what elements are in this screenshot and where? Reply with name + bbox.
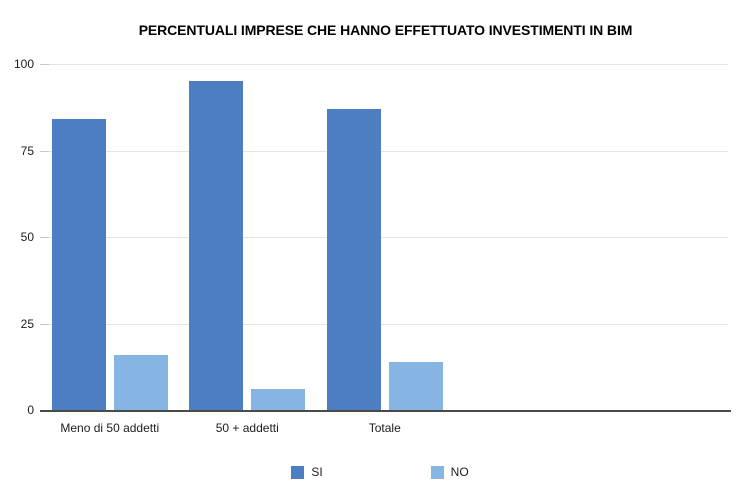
y-axis-tick: [40, 323, 49, 325]
bar-no-50-addetti: [251, 389, 306, 410]
y-tick-label: 100: [13, 57, 34, 71]
bar-si-meno-di-50-addetti: [51, 119, 106, 410]
legend: SI NO: [10, 462, 740, 482]
legend-item-no: NO: [430, 464, 469, 479]
x-category-label-meno-di-50-addetti: Meno di 50 addetti: [60, 421, 160, 435]
y-tick-label: 25: [20, 316, 34, 331]
plot-area: 0 25 50 75 100 Meno di 50 addetti 50 + addett…: [13, 57, 731, 435]
bar-si-totale: [326, 108, 381, 410]
legend-swatch-no: [430, 465, 444, 479]
gridline: [40, 323, 728, 325]
x-axis-line: [40, 410, 731, 412]
legend-swatch-si: [291, 465, 305, 479]
y-tick-label: 50: [20, 230, 34, 244]
y-axis-tick: [40, 64, 49, 65]
legend-item-si: SI: [291, 464, 323, 479]
gridline: [40, 150, 728, 152]
gridline: [40, 237, 728, 238]
x-category-label-50-addetti: 50 + addetti: [215, 421, 279, 435]
y-axis-tick: [40, 150, 49, 152]
bar-no-meno-di-50-addetti: [113, 354, 168, 410]
legend-label-no: NO: [450, 464, 469, 479]
bar-si-50-addetti: [189, 81, 244, 410]
y-tick-label: 0: [27, 403, 34, 417]
bar-no-totale: [388, 361, 443, 410]
x-category-label-totale: Totale: [368, 421, 401, 435]
chart-title: PERCENTUALI IMPRESE CHE HANNO EFFETTUATO…: [138, 22, 633, 38]
gridline: [40, 64, 728, 65]
legend-label-si: SI: [311, 464, 323, 479]
y-axis-tick: [40, 237, 49, 238]
y-tick-label: 75: [20, 143, 34, 158]
